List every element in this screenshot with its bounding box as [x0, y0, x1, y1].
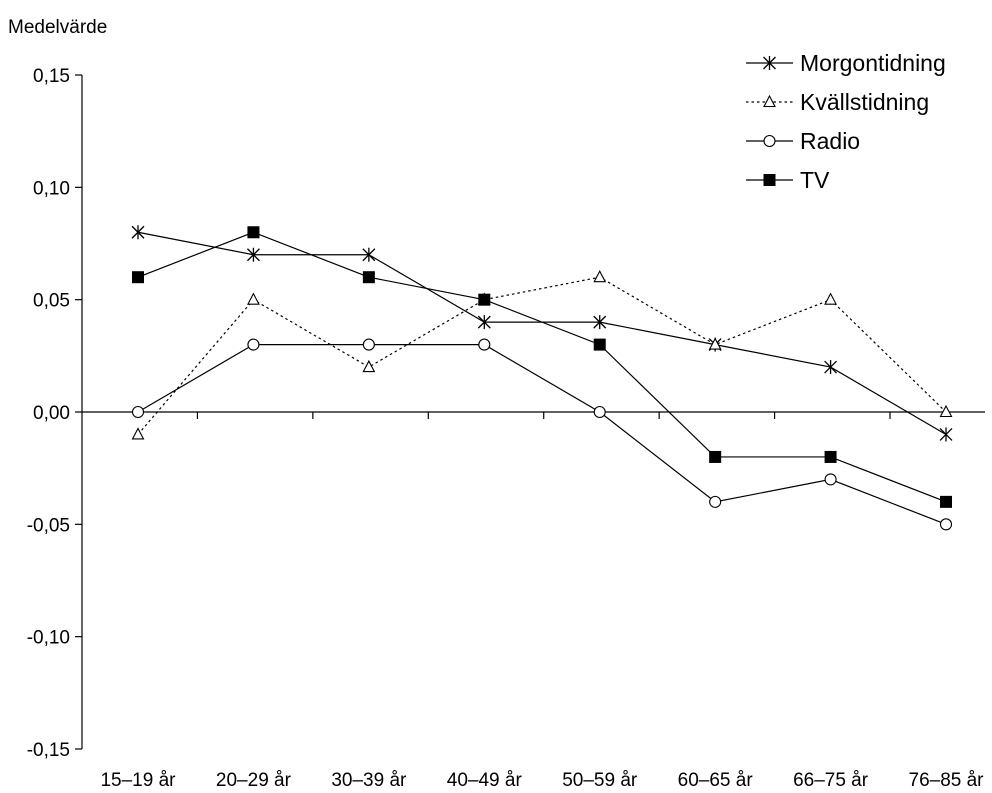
data-point	[247, 226, 260, 239]
data-point	[131, 405, 145, 419]
legend-entry: Radio	[746, 128, 860, 154]
data-point	[593, 405, 606, 419]
series-kv-llstidning	[131, 270, 953, 440]
data-point	[593, 270, 607, 283]
y-axis-ticks: 0,15 0,10 0,05 0,00 -0,05 -0,10 -0,15	[27, 66, 82, 761]
data-point	[593, 338, 606, 351]
data-point	[593, 315, 607, 330]
data-point	[362, 338, 375, 351]
legend-label: Kvällstidning	[800, 89, 929, 115]
data-point	[939, 518, 953, 531]
legend-marker	[763, 134, 776, 148]
data-point	[478, 338, 491, 351]
data-point	[940, 495, 953, 508]
legend-label: Morgontidning	[800, 50, 946, 76]
legend: Morgontidning Kvällstidning Radio TV	[746, 50, 946, 193]
x-tick-label: 20–29 år	[216, 770, 292, 791]
data-point	[709, 450, 722, 463]
data-point	[477, 315, 491, 330]
y-tick-label: -0,10	[27, 628, 70, 649]
series-layer	[131, 225, 953, 531]
x-tick-label: 50–59 år	[562, 770, 638, 791]
x-axis-ticks: 15–19 år 20–29 år 30–39 år 40–49 år 50–59 år…	[100, 412, 984, 791]
data-point	[132, 271, 144, 284]
y-tick-label: 0,00	[33, 403, 70, 424]
legend-entry: Morgontidning	[746, 50, 946, 76]
series-line	[137, 276, 947, 435]
data-point	[478, 293, 491, 306]
x-tick-label: 15–19 år	[100, 770, 176, 791]
series-line	[137, 344, 947, 525]
legend-marker	[763, 94, 776, 108]
x-tick-label: 30–39 år	[331, 770, 407, 791]
x-tick-label: 40–49 år	[447, 770, 523, 791]
legend-entry: Kvällstidning	[746, 89, 929, 115]
data-point	[247, 292, 260, 305]
data-point	[709, 495, 722, 508]
axes	[81, 75, 985, 749]
data-point	[708, 337, 722, 350]
data-point	[246, 247, 260, 262]
y-tick-label: 0,15	[33, 66, 70, 87]
legend-marker	[763, 56, 776, 70]
data-point	[939, 427, 953, 442]
data-point	[131, 225, 145, 240]
y-tick-label: -0,15	[27, 740, 70, 761]
data-point	[824, 292, 837, 305]
data-point	[824, 450, 837, 463]
y-axis-title: Medelvärde	[8, 17, 107, 38]
series-morgontidning	[131, 225, 953, 442]
y-tick-label: 0,10	[33, 178, 70, 199]
legend-label: TV	[800, 167, 830, 193]
x-tick-label: 60–65 år	[678, 770, 754, 791]
data-point	[824, 473, 837, 486]
y-tick-label: 0,05	[33, 291, 70, 312]
legend-marker	[763, 174, 776, 186]
series-line	[137, 231, 947, 435]
data-point	[131, 427, 145, 440]
data-point	[247, 338, 260, 351]
series-line	[137, 231, 947, 503]
legend-label: Radio	[800, 128, 860, 154]
data-point	[362, 247, 376, 262]
data-point	[824, 360, 838, 375]
legend-entry: TV	[746, 167, 830, 193]
y-tick-label: -0,05	[27, 515, 70, 536]
series-tv	[132, 226, 953, 508]
data-point	[362, 359, 376, 373]
data-point	[362, 271, 375, 284]
x-tick-label: 76–85 år	[909, 770, 985, 791]
data-point	[939, 404, 953, 418]
x-tick-label: 66–75 år	[793, 770, 869, 791]
series-radio	[131, 338, 953, 531]
